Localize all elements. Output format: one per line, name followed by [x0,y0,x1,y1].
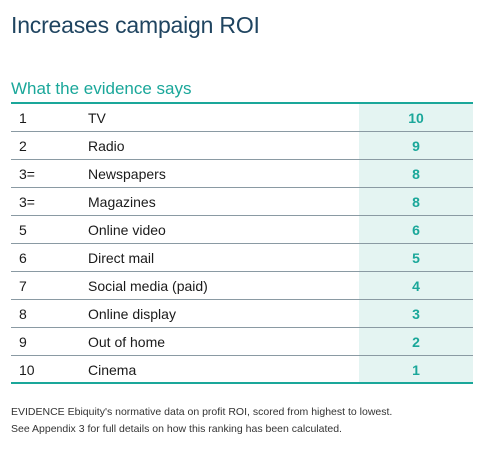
medium-cell: TV [88,110,106,126]
score-cell: 4 [359,272,473,299]
section-heading: What the evidence says [11,79,192,98]
score-value: 8 [412,194,420,210]
table-row: 1 TV 10 [11,104,473,132]
score-cell: 6 [359,216,473,243]
score-cell: 10 [359,104,473,131]
rank-cell: 3= [19,194,35,210]
footnote-line: EVIDENCE Ebiquity's normative data on pr… [11,406,393,418]
rank-cell: 1 [19,110,27,126]
score-value: 10 [408,110,424,126]
score-cell: 8 [359,188,473,215]
score-value: 3 [412,306,420,322]
score-value: 4 [412,278,420,294]
table-row: 6 Direct mail 5 [11,244,473,272]
score-value: 5 [412,250,420,266]
score-value: 9 [412,138,420,154]
rank-cell: 7 [19,278,27,294]
table-row: 3= Newspapers 8 [11,160,473,188]
table-row: 2 Radio 9 [11,132,473,160]
footnote: EVIDENCE Ebiquity's normative data on pr… [11,404,481,438]
rank-cell: 2 [19,138,27,154]
rank-cell: 5 [19,222,27,238]
score-value: 6 [412,222,420,238]
score-cell: 5 [359,244,473,271]
table-row: 10 Cinema 1 [11,356,473,384]
medium-cell: Social media (paid) [88,278,208,294]
ranking-table: 1 TV 10 2 Radio 9 3= Newspapers 8 3= Mag… [11,102,473,384]
score-value: 2 [412,334,420,350]
table-row: 7 Social media (paid) 4 [11,272,473,300]
score-cell: 1 [359,356,473,382]
medium-cell: Newspapers [88,166,166,182]
footnote-line: See Appendix 3 for full details on how t… [11,423,342,435]
medium-cell: Out of home [88,334,166,350]
rank-cell: 10 [19,362,35,378]
rank-cell: 6 [19,250,27,266]
medium-cell: Online display [88,306,176,322]
medium-cell: Direct mail [88,250,155,266]
rank-cell: 9 [19,334,27,350]
table-row: 9 Out of home 2 [11,328,473,356]
medium-cell: Online video [88,222,166,238]
score-value: 8 [412,166,420,182]
table-row: 8 Online display 3 [11,300,473,328]
rank-cell: 3= [19,166,35,182]
score-cell: 3 [359,300,473,327]
table-row: 3= Magazines 8 [11,188,473,216]
score-cell: 9 [359,132,473,159]
medium-cell: Cinema [88,362,137,378]
table-row: 5 Online video 6 [11,216,473,244]
medium-cell: Radio [88,138,125,154]
score-cell: 2 [359,328,473,355]
medium-cell: Magazines [88,194,156,210]
score-cell: 8 [359,160,473,187]
rank-cell: 8 [19,306,27,322]
page-title: Increases campaign ROI [11,12,260,38]
score-value: 1 [412,362,420,378]
